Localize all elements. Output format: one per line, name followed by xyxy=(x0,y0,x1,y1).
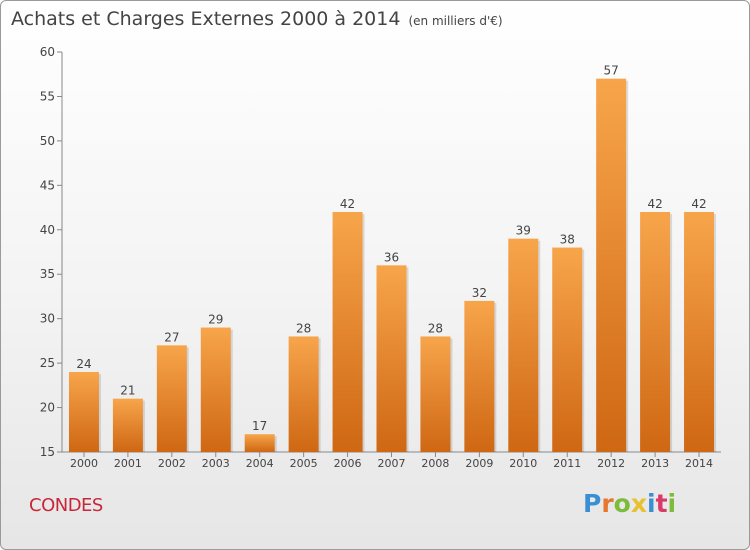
y-tick-label: 45 xyxy=(40,178,55,192)
bar-value-label: 42 xyxy=(691,197,706,211)
y-tick-label: 20 xyxy=(40,401,55,415)
bar xyxy=(640,212,671,452)
proxiti-logo: Proxiti xyxy=(583,489,676,518)
bar xyxy=(376,265,407,452)
town-name: CONDES xyxy=(29,495,103,516)
x-tick-label: 2009 xyxy=(465,457,493,470)
y-tick-label: 60 xyxy=(40,45,55,59)
bar-value-label: 21 xyxy=(120,384,135,398)
bar xyxy=(332,212,363,452)
bar xyxy=(112,398,143,452)
x-tick-label: 2008 xyxy=(421,457,449,470)
bar-value-label: 28 xyxy=(296,321,311,335)
x-tick-label: 2012 xyxy=(597,457,625,470)
bar xyxy=(244,434,275,452)
logo-letter: r xyxy=(601,489,614,518)
y-tick-label: 35 xyxy=(40,267,55,281)
logo-letter: i xyxy=(647,489,656,518)
bar-value-label: 57 xyxy=(604,64,619,78)
y-tick-label: 25 xyxy=(40,356,55,370)
logo-letter: x xyxy=(630,489,647,518)
x-tick-label: 2010 xyxy=(509,457,537,470)
bar xyxy=(200,327,231,452)
x-tick-label: 2007 xyxy=(378,457,406,470)
x-tick-label: 2011 xyxy=(553,457,581,470)
x-tick-label: 2013 xyxy=(641,457,669,470)
bar xyxy=(156,345,187,452)
logo-letter: P xyxy=(583,489,602,518)
x-tick-label: 2006 xyxy=(334,457,362,470)
bar-value-label: 39 xyxy=(516,224,531,238)
bar xyxy=(68,372,99,452)
y-tick-label: 15 xyxy=(40,445,55,459)
bar-value-label: 24 xyxy=(76,357,91,371)
bar xyxy=(552,247,583,452)
x-tick-label: 2003 xyxy=(202,457,230,470)
bar-value-label: 42 xyxy=(340,197,355,211)
logo-letter: o xyxy=(613,489,631,518)
bar-value-label: 36 xyxy=(384,250,399,264)
bar-value-label: 17 xyxy=(252,419,267,433)
y-tick-label: 50 xyxy=(40,134,55,148)
y-tick-label: 30 xyxy=(40,312,55,326)
chart-title: Achats et Charges Externes 2000 à 2014 xyxy=(11,8,401,30)
bar xyxy=(684,212,715,452)
x-tick-label: 2005 xyxy=(290,457,318,470)
bar-value-label: 42 xyxy=(647,197,662,211)
x-tick-label: 2014 xyxy=(685,457,713,470)
x-tick-label: 2000 xyxy=(70,457,98,470)
x-tick-label: 2004 xyxy=(246,457,274,470)
logo-letter: t xyxy=(655,489,668,518)
bar xyxy=(596,78,627,453)
logo-letter: i xyxy=(667,489,677,518)
x-tick-label: 2001 xyxy=(114,457,142,470)
y-tick-label: 55 xyxy=(40,89,55,103)
bar-value-label: 29 xyxy=(208,313,223,327)
chart-unit: (en milliers d'€) xyxy=(408,14,503,28)
chart-title-block: Achats et Charges Externes 2000 à 2014 (e… xyxy=(11,8,503,30)
bar-value-label: 32 xyxy=(472,286,487,300)
bar-value-label: 28 xyxy=(428,321,443,335)
bar xyxy=(288,336,319,452)
y-tick-label: 40 xyxy=(40,223,55,237)
x-tick-label: 2002 xyxy=(158,457,186,470)
bar xyxy=(508,238,539,452)
bar-value-label: 38 xyxy=(560,233,575,247)
bar-value-label: 27 xyxy=(164,330,179,344)
bar xyxy=(464,300,495,452)
bar xyxy=(420,336,451,452)
